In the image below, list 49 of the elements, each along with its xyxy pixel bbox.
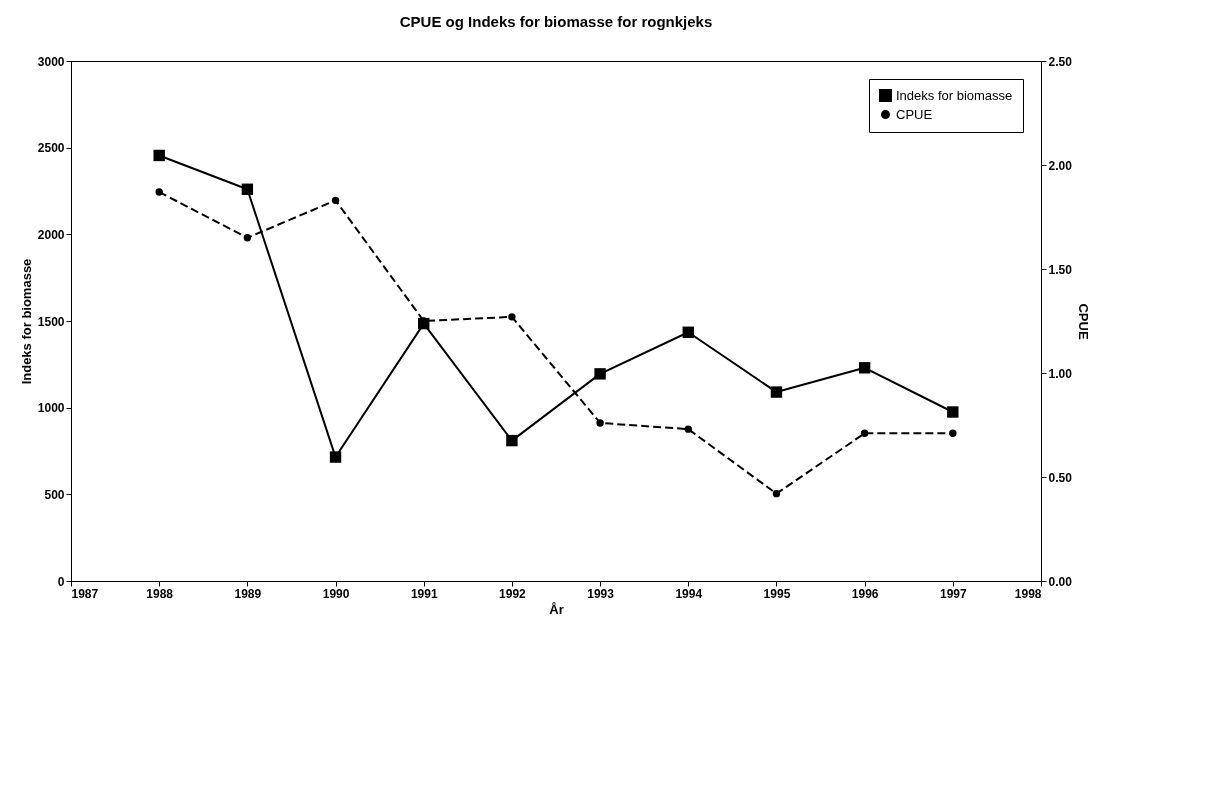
y-tick-label: 500 bbox=[44, 487, 65, 502]
point bbox=[506, 434, 518, 447]
y2-axis-title: CPUE bbox=[1075, 303, 1091, 340]
x-tick-label: 1996 bbox=[851, 586, 879, 601]
x-tick-label: 1994 bbox=[675, 586, 703, 601]
x-tick-label: 1995 bbox=[763, 586, 791, 601]
y2-tick-label: 0.50 bbox=[1048, 470, 1073, 485]
point bbox=[594, 368, 606, 380]
y2-tick-label: 1.00 bbox=[1048, 366, 1073, 381]
point bbox=[329, 451, 342, 463]
y-axis-title: Indeks for biomasse bbox=[18, 258, 34, 385]
point bbox=[772, 489, 781, 498]
point bbox=[682, 326, 694, 338]
legend-label: CPUE bbox=[896, 106, 933, 122]
point bbox=[858, 362, 871, 374]
point bbox=[684, 425, 692, 433]
point bbox=[153, 149, 165, 162]
x-tick-label: 1987 bbox=[71, 586, 99, 601]
y-tick-label: 1000 bbox=[37, 401, 65, 416]
x-axis-title: År bbox=[549, 601, 564, 617]
x-tick-label: 1997 bbox=[939, 586, 967, 601]
y2-tick-label: 2.50 bbox=[1048, 54, 1073, 69]
point bbox=[947, 406, 959, 418]
y2-tick-label: 1.50 bbox=[1048, 262, 1073, 277]
y-tick-label: 1500 bbox=[37, 314, 65, 329]
y2-tick-label: 2.00 bbox=[1048, 158, 1073, 173]
x-tick-label: 1992 bbox=[499, 586, 527, 601]
legend-label: Indeks for biomasse bbox=[896, 87, 1013, 103]
point bbox=[243, 234, 252, 242]
y-tick-label: 3000 bbox=[37, 54, 65, 69]
x-tick-label: 1988 bbox=[146, 586, 174, 601]
point bbox=[949, 429, 957, 438]
point bbox=[508, 313, 516, 321]
point bbox=[770, 386, 783, 398]
point bbox=[155, 188, 163, 196]
x-tick-label: 1991 bbox=[410, 586, 438, 601]
y-tick-label: 2500 bbox=[37, 141, 65, 156]
x-tick-label: 1990 bbox=[322, 586, 350, 601]
y2-tick-label: 0.00 bbox=[1048, 574, 1073, 589]
y-tick-label: 2000 bbox=[37, 227, 65, 242]
point bbox=[241, 183, 254, 195]
point bbox=[331, 196, 340, 205]
point bbox=[860, 429, 869, 438]
y-tick-label: 0 bbox=[57, 574, 65, 589]
point bbox=[596, 419, 604, 427]
chart-title: CPUE og Indeks for biomasse for rognkjeks bbox=[399, 13, 713, 30]
x-tick-label: 1993 bbox=[587, 586, 615, 601]
x-tick-label: 1998 bbox=[1014, 586, 1042, 601]
x-tick-label: 1989 bbox=[234, 586, 262, 601]
